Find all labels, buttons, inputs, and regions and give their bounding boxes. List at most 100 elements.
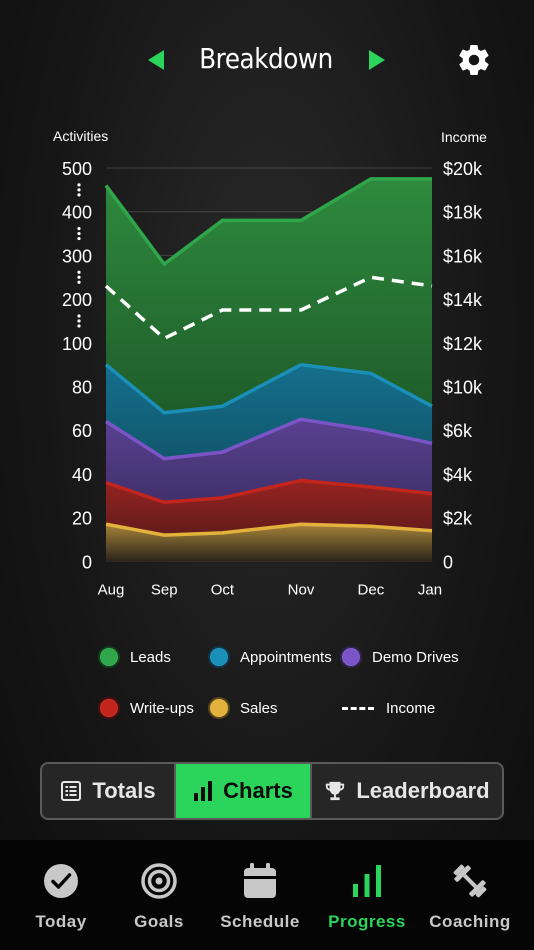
legend-item-income[interactable]: Income — [340, 697, 435, 719]
left-tick-label: 500 — [62, 159, 92, 179]
right-tick-label: $14k — [443, 290, 483, 310]
left-tick-label: 400 — [62, 203, 92, 223]
tab-label: Schedule — [220, 912, 300, 931]
bar-chart-icon — [353, 865, 381, 897]
left-tick-label: 100 — [62, 334, 92, 354]
leads-line — [104, 177, 432, 266]
trophy-icon — [326, 781, 345, 801]
x-tick-label: Dec — [358, 581, 385, 598]
next-arrow-icon[interactable] — [369, 50, 385, 70]
axis-break-dot — [77, 231, 81, 236]
chart-areas — [106, 178, 432, 562]
income-line — [104, 275, 433, 341]
right-tick-label: $6k — [443, 421, 473, 441]
target-icon — [141, 863, 177, 899]
demo-drives-line — [105, 417, 433, 461]
axis-break-dot — [77, 226, 81, 231]
breakdown-chart: Activities Income 5004003002001008060402… — [53, 128, 487, 598]
totals-tab[interactable]: Totals — [42, 764, 174, 818]
legend-label: Write-ups — [130, 699, 194, 717]
list-icon — [61, 781, 82, 801]
check-circle-icon — [44, 864, 78, 898]
legend-label: Income — [386, 699, 436, 717]
axis-break-dot — [77, 183, 81, 187]
demo-drives-swatch — [340, 646, 362, 668]
x-tick-label: Sep — [151, 581, 178, 598]
income-dash-swatch — [342, 706, 374, 710]
write-ups-line — [105, 478, 433, 505]
right-tick-label: $16k — [443, 246, 483, 266]
axis-break-dot — [77, 324, 81, 328]
leaderboard-tab[interactable]: Leaderboard — [310, 764, 502, 818]
charts-label: Charts — [223, 778, 293, 803]
tab-label: Goals — [134, 912, 184, 931]
axis-break-dot — [77, 193, 81, 197]
legend-item-leads[interactable]: Leads — [98, 646, 171, 668]
appointments-swatch — [208, 646, 230, 668]
calendar-icon — [244, 863, 276, 898]
view-segmented-control: Totals Charts Leaderboard — [40, 762, 504, 820]
tab-today[interactable]: Today — [22, 840, 100, 950]
left-tick-label: 40 — [72, 465, 92, 485]
appointments-line — [104, 362, 433, 415]
axis-break-dot — [77, 188, 81, 192]
right-tick-label: 0 — [443, 552, 453, 572]
x-tick-label: Aug — [98, 581, 125, 598]
charts-tab[interactable]: Charts — [174, 764, 310, 818]
left-tick-label: 200 — [62, 290, 92, 310]
bar-chart-icon — [194, 781, 213, 801]
previous-arrow-icon[interactable] — [148, 50, 164, 70]
tab-progress[interactable]: Progress — [328, 840, 406, 950]
sales-area — [106, 524, 432, 562]
left-tick-label: 20 — [72, 509, 92, 529]
right-tick-label: $4k — [443, 465, 473, 485]
tab-label: Progress — [328, 912, 406, 931]
right-tick-label: $20k — [443, 159, 483, 179]
right-tick-label: $2k — [443, 509, 473, 529]
axis-break-dot — [77, 270, 81, 274]
legend-item-sales[interactable]: Sales — [208, 697, 278, 719]
tab-goals[interactable]: Goals — [122, 840, 196, 950]
left-tick-label: 60 — [72, 421, 92, 441]
chart-lines — [104, 177, 433, 537]
x-tick-label: Oct — [211, 581, 235, 598]
axis-break-dot — [77, 275, 81, 279]
x-tick-label: Jan — [418, 581, 442, 598]
legend-item-write-ups[interactable]: Write-ups — [98, 697, 194, 719]
sales-swatch — [208, 697, 230, 719]
right-tick-label: $12k — [443, 334, 483, 354]
left-axis-title: Activities — [53, 128, 108, 144]
axis-break-dot — [77, 236, 81, 241]
left-tick-label: 300 — [62, 246, 92, 266]
gear-icon[interactable] — [456, 42, 492, 78]
dumbbell-icon — [453, 864, 487, 898]
legend-label: Appointments — [240, 648, 332, 666]
axis-break-dot — [77, 319, 81, 323]
bottom-tab-bar: Today Goals Schedule — [0, 840, 534, 950]
totals-label: Totals — [92, 778, 156, 803]
right-axis-title: Income — [441, 129, 487, 145]
sales-line — [105, 522, 433, 537]
chart-axes: 500400300200100806040200$20k$18k$16k$14k… — [62, 159, 483, 598]
tab-label: Today — [35, 912, 87, 931]
legend-item-appointments[interactable]: Appointments — [208, 646, 332, 668]
write-ups-swatch — [98, 697, 120, 719]
left-tick-label: 0 — [82, 552, 92, 572]
legend-item-demo-drives[interactable]: Demo Drives — [340, 646, 459, 668]
legend-label: Sales — [240, 699, 278, 717]
right-tick-label: $18k — [443, 203, 483, 223]
left-tick-label: 80 — [72, 378, 92, 398]
tab-coaching[interactable]: Coaching — [429, 840, 511, 950]
page-title: Breakdown — [199, 42, 333, 75]
tab-label: Coaching — [429, 912, 511, 931]
right-tick-label: $10k — [443, 378, 483, 398]
axis-break-dot — [77, 314, 81, 318]
tab-schedule[interactable]: Schedule — [218, 840, 302, 950]
legend-label: Demo Drives — [372, 648, 459, 666]
axis-break-dot — [77, 280, 81, 284]
leaderboard-label: Leaderboard — [356, 778, 490, 803]
header: Breakdown — [0, 0, 534, 120]
leads-swatch — [98, 646, 120, 668]
legend-label: Leads — [130, 648, 171, 666]
x-tick-label: Nov — [288, 581, 315, 598]
